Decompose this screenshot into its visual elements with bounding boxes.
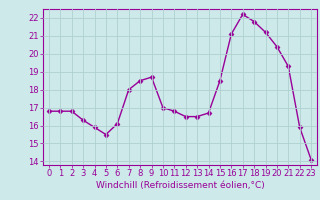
X-axis label: Windchill (Refroidissement éolien,°C): Windchill (Refroidissement éolien,°C): [96, 181, 264, 190]
